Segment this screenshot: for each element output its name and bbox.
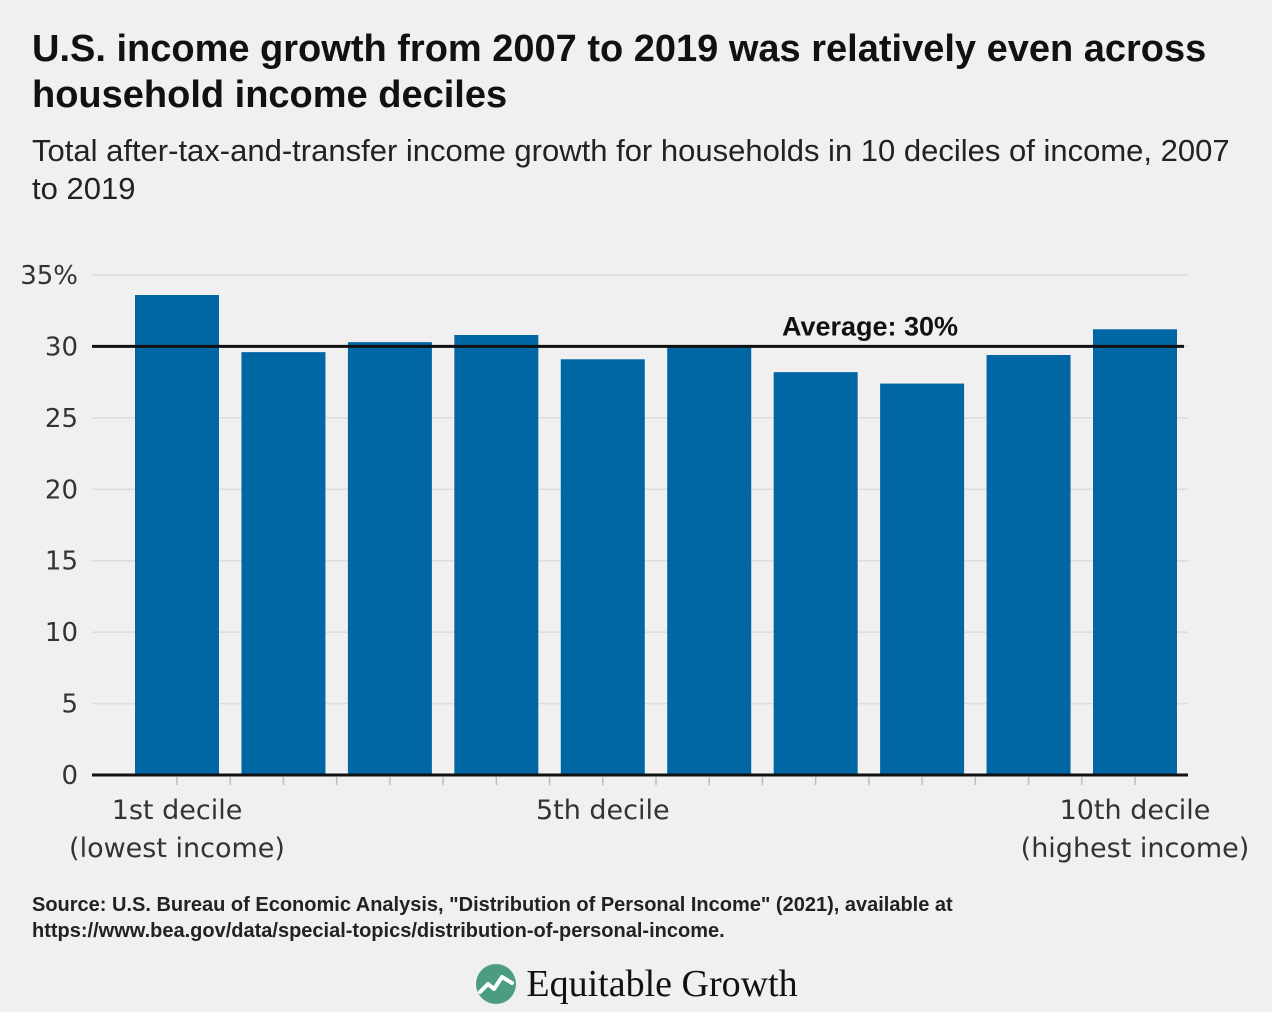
y-tick-label: 5: [61, 690, 78, 720]
bar: [347, 342, 432, 775]
chart-subtitle: Total after-tax-and-transfer income grow…: [32, 133, 1230, 206]
y-tick-label: 20: [45, 475, 78, 505]
x-tick-label: 5th decile: [536, 795, 670, 826]
bar: [773, 372, 858, 775]
chart-title: U.S. income growth from 2007 to 2019 was…: [32, 28, 1207, 116]
equitable-growth-logo-icon: [476, 964, 517, 1004]
bar: [667, 346, 752, 775]
y-tick-label: 30: [45, 332, 78, 362]
y-tick-label: 15: [45, 547, 78, 577]
y-tick-label: 35%: [20, 261, 78, 291]
bar-chart: 0 5 10 15 20 25 30 35% 1st decile (lowest income…: [20, 261, 1249, 864]
bar: [986, 355, 1071, 775]
average-label: Average: 30%: [782, 311, 958, 341]
brand-footer: Equitable Growth: [0, 960, 1272, 1008]
y-tick-label: 0: [61, 761, 78, 791]
average-reference: Average: 30%: [92, 311, 1184, 348]
x-axis: [92, 773, 1188, 785]
bar: [454, 335, 539, 775]
bar: [135, 295, 219, 775]
x-tick-label: 1st decile: [112, 795, 243, 826]
x-axis-ticks: 1st decile (lowest income) 5th decile 10th …: [69, 795, 1249, 864]
x-tick-label: (highest income): [1021, 833, 1250, 864]
x-tick-label: (lowest income): [69, 833, 285, 864]
x-tick-label: 10th decile: [1060, 795, 1211, 826]
source-note: Source: U.S. Bureau of Economic Analysis…: [32, 894, 953, 942]
bar: [560, 359, 645, 775]
bar: [241, 352, 326, 775]
y-axis-ticks: 0 5 10 15 20 25 30 35%: [20, 261, 78, 791]
bar: [880, 383, 965, 775]
bar: [1093, 329, 1177, 775]
bars: [135, 295, 1177, 775]
y-tick-label: 25: [45, 404, 78, 434]
brand-name: Equitable Growth: [526, 963, 798, 1005]
y-tick-label: 10: [45, 618, 78, 648]
